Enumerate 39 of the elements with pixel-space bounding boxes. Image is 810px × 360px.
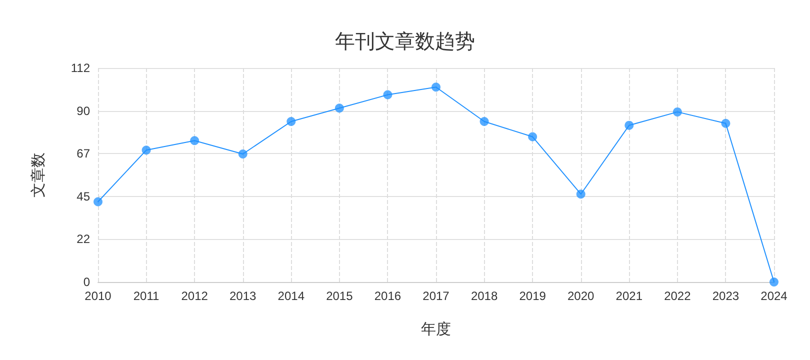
point — [721, 118, 730, 128]
point — [94, 197, 102, 206]
point — [383, 90, 392, 100]
x-tick-label: 2022 — [664, 289, 692, 303]
x-tick-label: 2017 — [422, 289, 450, 303]
x-tick-label: 2019 — [519, 289, 546, 303]
point — [334, 104, 344, 113]
point — [576, 190, 586, 199]
y-tick-label: 112 — [70, 61, 90, 75]
x-tick-label: 2023 — [712, 289, 740, 303]
point — [672, 107, 682, 116]
y-tick-label: 45 — [76, 189, 90, 204]
y-tick-label: 22 — [76, 232, 90, 246]
y-tick-label: 90 — [76, 104, 90, 118]
x-axis-title: 年度 — [421, 321, 451, 338]
point — [624, 120, 634, 130]
x-tick-label: 2014 — [278, 289, 305, 303]
point — [190, 136, 200, 146]
point — [286, 117, 296, 126]
point — [528, 132, 538, 142]
point — [238, 149, 248, 158]
x-tick-label: 2012 — [181, 289, 208, 303]
point — [142, 146, 151, 155]
x-tick-label: 2010 — [84, 289, 112, 303]
y-axis-title: 文章数 — [30, 152, 47, 198]
x-tick-label: 2015 — [326, 289, 354, 303]
y-tick-label: 0 — [83, 275, 90, 289]
x-tick-label: 2018 — [470, 289, 498, 303]
point — [432, 82, 440, 92]
y-tick-label: 67 — [76, 146, 90, 161]
x-tick-label: 2020 — [568, 289, 595, 303]
x-tick-label: 2011 — [133, 289, 160, 303]
point — [480, 117, 489, 126]
x-tick-label: 2016 — [374, 289, 402, 303]
point — [770, 278, 778, 286]
chart-title: 年刊文章数趋势 — [335, 29, 475, 53]
x-tick-label: 2024 — [760, 289, 788, 303]
x-tick-label: 2021 — [616, 289, 643, 303]
x-tick-label: 2013 — [230, 289, 257, 303]
